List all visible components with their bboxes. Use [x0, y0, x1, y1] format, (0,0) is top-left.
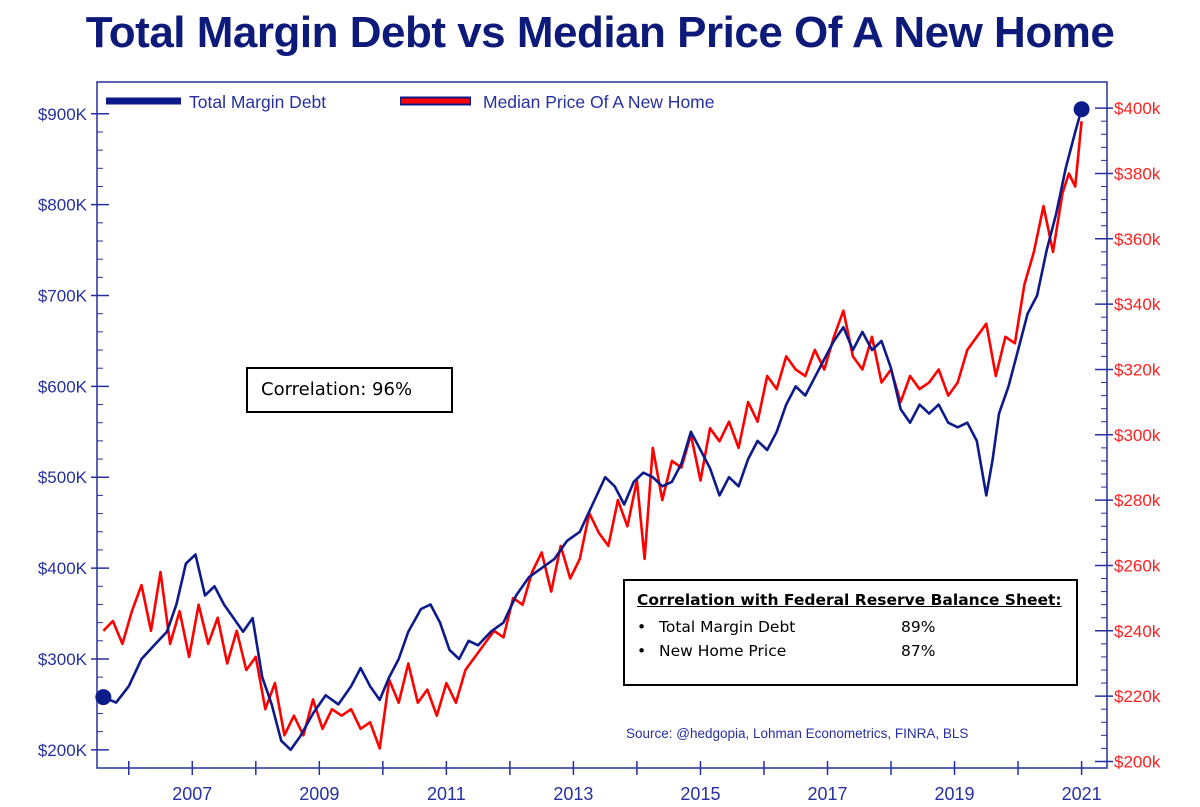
fed-row-value: 89%	[901, 618, 936, 636]
correlation-box: Correlation: 96%	[246, 367, 453, 413]
left-y-axis: $200K $300K $400K $500K $600K $700K $800K $900K	[38, 105, 109, 760]
right-tick-label: $300k	[1114, 426, 1161, 445]
fed-row-label: Total Margin Debt	[659, 618, 796, 636]
right-tick-label: $280k	[1114, 491, 1161, 510]
x-tick-label: 2007	[172, 784, 212, 804]
right-tick-label: $200k	[1114, 752, 1161, 771]
x-tick-label: 2017	[807, 784, 847, 804]
left-tick-label: $400K	[38, 559, 88, 578]
bullet: •	[637, 642, 647, 660]
series-line-margin-debt	[102, 108, 1083, 752]
legend: Total Margin Debt Median Price Of A New …	[106, 92, 714, 112]
x-tick-label: 2019	[935, 784, 975, 804]
fed-correlation-box: Correlation with Federal Reserve Balance…	[623, 579, 1078, 686]
correlation-text: Correlation: 96%	[261, 379, 413, 400]
right-tick-label: $320k	[1114, 360, 1161, 379]
right-y-axis: $200k $220k $240k $260k $280k $300k $320k $340k…	[1095, 99, 1161, 771]
fed-row-value: 87%	[901, 642, 936, 660]
bullet: •	[637, 618, 647, 636]
series-line-home-price	[102, 121, 1083, 750]
right-tick-label: $360k	[1114, 230, 1161, 249]
fed-row-home-price: • New Home Price 87%	[637, 642, 1076, 666]
legend-label-home-price: Median Price Of A New Home	[483, 92, 714, 112]
source-note: Source: @hedgopia, Lohman Econometrics, …	[626, 726, 969, 741]
left-tick-label: $700K	[38, 287, 88, 306]
x-tick-label: 2015	[680, 784, 720, 804]
right-tick-label: $240k	[1114, 622, 1161, 641]
left-tick-label: $900K	[38, 105, 88, 124]
right-tick-label: $380k	[1114, 164, 1161, 183]
x-tick-label: 2011	[427, 784, 466, 804]
right-tick-label: $260k	[1114, 556, 1161, 575]
legend-label-margin-debt: Total Margin Debt	[189, 92, 326, 112]
x-tick-label: 2021	[1062, 784, 1102, 804]
x-tick-label: 2009	[299, 784, 339, 804]
left-tick-label: $600K	[38, 377, 88, 396]
x-tick-label: 2013	[553, 784, 593, 804]
right-tick-label: $400k	[1114, 99, 1161, 118]
series-end-marker	[1073, 101, 1090, 118]
left-tick-label: $300K	[38, 650, 88, 669]
left-tick-label: $800K	[38, 196, 88, 215]
right-tick-label: $340k	[1114, 295, 1161, 314]
series-end-marker	[95, 689, 112, 706]
plot-frame	[96, 81, 1108, 769]
fed-row-label: New Home Price	[659, 642, 787, 660]
x-axis: 2007 2009 2011 2013 2015 2017 2019 2021	[128, 761, 1102, 804]
fed-box-title: Correlation with Federal Reserve Balance…	[637, 591, 1062, 609]
fed-row-margin-debt: • Total Margin Debt 89%	[637, 618, 1076, 642]
series-layer	[102, 108, 1083, 752]
left-tick-label: $200K	[38, 741, 88, 760]
right-tick-label: $220k	[1114, 687, 1161, 706]
marker-layer	[95, 101, 1090, 706]
left-tick-label: $500K	[38, 468, 88, 487]
chart-title: Total Margin Debt vs Median Price Of A N…	[85, 8, 1115, 57]
